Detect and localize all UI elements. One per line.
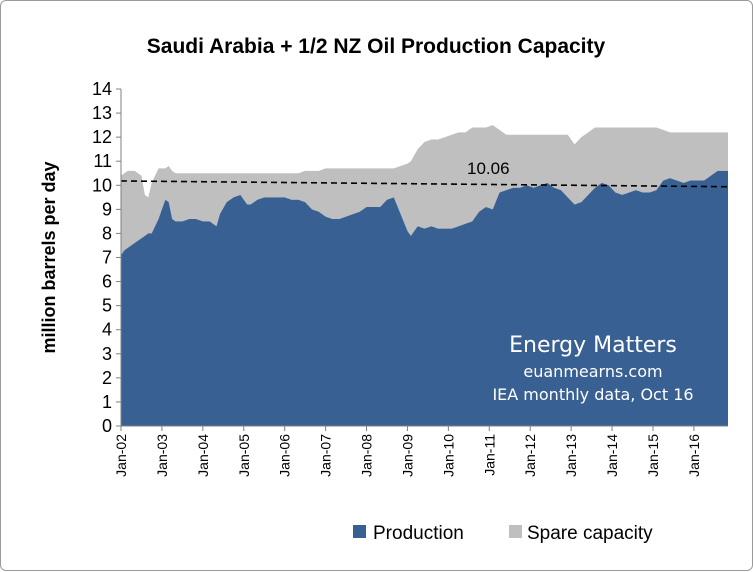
series-area-production xyxy=(121,170,728,426)
y-tick-label: 3 xyxy=(102,344,112,364)
x-tick-label: Jan-07 xyxy=(318,434,334,477)
x-tick-label: Jan-13 xyxy=(563,434,579,477)
x-tick-label: Jan-04 xyxy=(195,434,211,477)
y-tick-label: 14 xyxy=(92,79,112,99)
x-tick-label: Jan-14 xyxy=(604,434,620,477)
y-tick-label: 5 xyxy=(102,296,112,316)
y-tick-label: 0 xyxy=(102,416,112,436)
y-tick-label: 8 xyxy=(102,223,112,243)
watermark-site: euanmearns.com xyxy=(523,362,662,381)
y-axis-label: million barrels per day xyxy=(39,161,59,353)
x-tick-label: Jan-09 xyxy=(399,434,415,477)
y-tick-label: 1 xyxy=(102,392,112,412)
watermark-title: Energy Matters xyxy=(509,333,677,358)
watermark: Energy Matters euanmearns.com IEA monthl… xyxy=(492,333,693,404)
legend-label-production: Production xyxy=(373,523,464,544)
legend-swatch-spare-capacity xyxy=(509,525,522,538)
y-tick-label: 10 xyxy=(92,175,112,195)
x-tick-label: Jan-10 xyxy=(440,434,456,477)
reference-line xyxy=(120,180,729,188)
legend: Production Spare capacity xyxy=(353,523,653,544)
x-tick-label: Jan-12 xyxy=(522,434,538,477)
reference-line-label: 10.06 xyxy=(467,159,510,178)
watermark-source: IEA monthly data, Oct 16 xyxy=(492,385,693,404)
x-tick-label: Jan-02 xyxy=(113,434,129,477)
y-tick-label: 7 xyxy=(102,248,112,268)
x-tick-label: Jan-05 xyxy=(236,434,252,477)
series-area-spare-capacity xyxy=(121,125,728,256)
x-tick-label: Jan-15 xyxy=(645,434,661,477)
y-tick-label: 6 xyxy=(102,272,112,292)
x-tick-label: Jan-08 xyxy=(359,434,375,477)
y-tick-label: 11 xyxy=(93,151,112,171)
y-tick-label: 2 xyxy=(102,368,112,388)
x-tick-label: Jan-06 xyxy=(277,434,293,477)
chart-title: Saudi Arabia + 1/2 NZ Oil Production Cap… xyxy=(147,35,606,58)
x-tick-label: Jan-11 xyxy=(481,434,497,476)
y-tick-label: 4 xyxy=(102,320,112,340)
x-tick-label: Jan-16 xyxy=(686,434,702,477)
legend-label-spare-capacity: Spare capacity xyxy=(527,523,653,544)
y-tick-label: 13 xyxy=(92,103,112,123)
x-tick-label: Jan-03 xyxy=(154,434,170,477)
legend-swatch-production xyxy=(353,525,366,538)
y-tick-label: 9 xyxy=(102,199,112,219)
y-tick-label: 12 xyxy=(92,127,112,147)
